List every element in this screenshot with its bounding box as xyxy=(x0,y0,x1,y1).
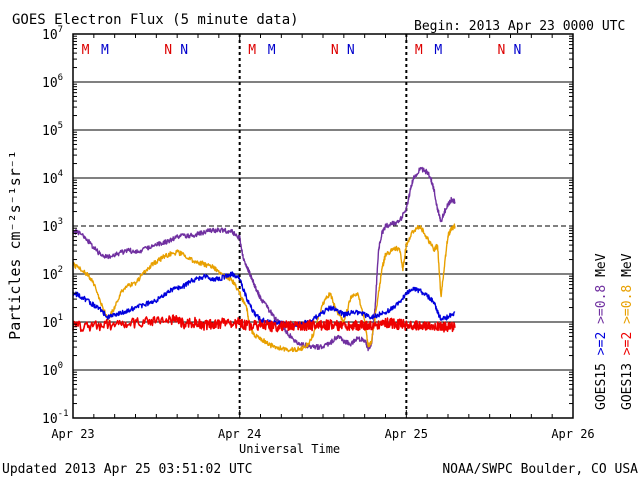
y-tick-label: 102 xyxy=(42,265,63,283)
gridlines xyxy=(73,34,573,418)
legend-entry: >=2 xyxy=(620,332,635,363)
mn-marker: N xyxy=(164,43,172,58)
x-tick-label: Apr 24 xyxy=(218,427,261,441)
mn-marker: M xyxy=(82,43,90,58)
mn-marker: M xyxy=(248,43,256,58)
legend-entry: GOES13 xyxy=(620,363,635,410)
y-tick-label: 106 xyxy=(42,73,63,91)
mn-marker: N xyxy=(180,43,188,58)
x-tick-label: Apr 23 xyxy=(51,427,94,441)
mn-marker: N xyxy=(331,43,339,58)
legend-goes13: GOES13 >=2 >=0.8 MeV xyxy=(620,253,635,410)
chart-title: GOES Electron Flux (5 minute data) xyxy=(12,12,299,28)
y-tick-label: 105 xyxy=(42,121,63,139)
mn-marker: M xyxy=(415,43,423,58)
y-tick-labels: 107 106 105 104 103 102 101 100 10-1 xyxy=(42,25,69,427)
begin-label: Begin: 2013 Apr 23 0000 UTC xyxy=(414,19,625,34)
legend-entry: GOES15 xyxy=(594,363,609,410)
legend-entry: >=0.8 xyxy=(594,285,609,332)
x-tick-labels: Apr 23 Apr 24 Apr 25 Apr 26 xyxy=(51,427,594,441)
updated-timestamp: Updated 2013 Apr 25 03:51:02 UTC xyxy=(2,462,252,477)
x-axis-label: Universal Time xyxy=(239,442,340,456)
mn-marker: N xyxy=(498,43,506,58)
y-tick-label: 103 xyxy=(42,217,63,235)
legend-goes15: GOES15 >=2 >=0.8 MeV xyxy=(594,253,609,410)
y-tick-label: 107 xyxy=(42,25,63,43)
y-tick-label: 100 xyxy=(42,361,63,379)
mn-marker: M xyxy=(268,43,276,58)
y-tick-label: 104 xyxy=(42,169,63,187)
legend-entry: >=2 xyxy=(594,332,609,363)
mn-marker: M xyxy=(101,43,109,58)
series-line xyxy=(72,314,456,333)
legend-entry: MeV xyxy=(620,253,635,284)
axes xyxy=(72,33,574,419)
y-axis-label: Particles cm⁻²s⁻¹sr⁻¹ xyxy=(6,150,24,340)
series-lines xyxy=(72,166,456,353)
series-line xyxy=(72,223,456,353)
y-tick-label: 101 xyxy=(42,313,63,331)
legend-entry: >=0.8 xyxy=(620,285,635,332)
series-line xyxy=(72,271,456,328)
y-tick-label: 10-1 xyxy=(42,409,69,427)
mn-marker: M xyxy=(434,43,442,58)
x-tick-label: Apr 26 xyxy=(551,427,594,441)
mn-marker: N xyxy=(514,43,522,58)
legend-entry: MeV xyxy=(594,253,609,284)
x-tick-label: Apr 25 xyxy=(385,427,428,441)
mn-marker: N xyxy=(347,43,355,58)
agency-credit: NOAA/SWPC Boulder, CO USA xyxy=(442,462,638,477)
